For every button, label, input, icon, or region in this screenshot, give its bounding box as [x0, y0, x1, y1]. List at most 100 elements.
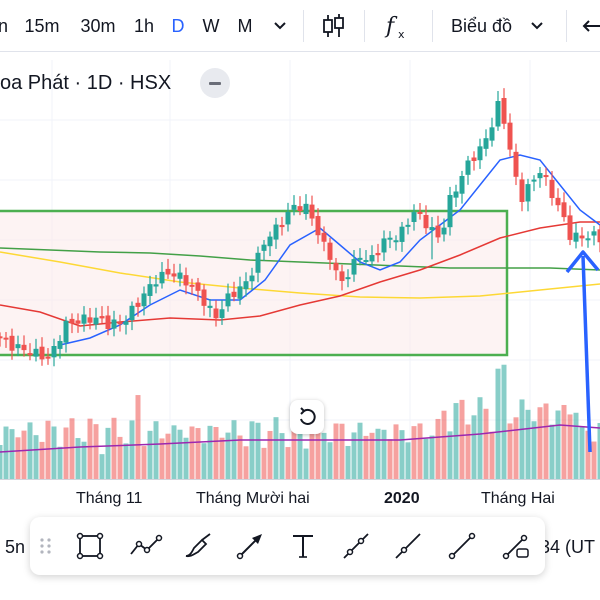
candlestick	[27, 343, 33, 361]
candlestick	[309, 195, 315, 226]
volume-bar	[297, 421, 303, 479]
price-chart[interactable]	[0, 52, 600, 479]
candlestick	[471, 151, 477, 171]
drag-handle-icon[interactable]	[36, 530, 56, 562]
candlestick	[537, 166, 543, 188]
candlestick	[153, 275, 159, 294]
interval-5m[interactable]: n	[0, 16, 8, 36]
candlestick	[489, 117, 495, 147]
volume-bar	[483, 408, 489, 479]
volume-bar	[15, 437, 21, 479]
volume-bar	[315, 418, 321, 479]
candlestick	[171, 263, 177, 283]
volume-bar	[597, 423, 600, 479]
bottom-left-label[interactable]: 5n	[5, 537, 26, 557]
candlestick	[549, 171, 555, 206]
candlestick	[195, 277, 201, 301]
ray-icon[interactable]	[340, 530, 372, 562]
volume-bar	[255, 422, 261, 479]
candlestick	[501, 88, 507, 130]
candlestick	[243, 272, 249, 297]
volume-bar	[399, 430, 405, 479]
arrow-tool-icon[interactable]	[234, 530, 266, 562]
volume-bar	[417, 423, 423, 479]
moving-average-mid	[0, 221, 600, 327]
drawing-toolbar	[30, 517, 545, 575]
extended-line-icon[interactable]	[392, 530, 424, 562]
brush-icon[interactable]	[182, 530, 214, 562]
candlestick	[441, 218, 447, 242]
text-icon[interactable]	[287, 530, 319, 562]
chevron-down-icon[interactable]	[265, 11, 295, 41]
candlestick	[405, 218, 411, 235]
volume-bar	[555, 410, 561, 479]
candlestick	[411, 204, 417, 231]
volume-bar	[513, 417, 519, 479]
volume-bar	[231, 420, 237, 479]
candlestick	[51, 338, 57, 367]
volume-bar	[225, 432, 231, 479]
candlestick	[561, 192, 567, 222]
interval-1mo[interactable]: M	[237, 16, 253, 36]
arrow-left-icon[interactable]	[578, 11, 600, 41]
volume-bar	[213, 427, 219, 479]
volume-bar	[243, 446, 249, 479]
symbol-legend-title[interactable]: oa Phát · 1D · HSX	[0, 72, 172, 94]
volume-bar	[33, 435, 39, 479]
interval-30m[interactable]: 30m	[80, 16, 116, 36]
volume-bar	[459, 399, 465, 479]
candlestick	[279, 216, 285, 236]
candlestick	[33, 338, 39, 362]
path-icon[interactable]	[128, 530, 164, 562]
volume-bar	[303, 448, 309, 479]
volume-bar	[153, 421, 159, 479]
candlestick	[165, 258, 171, 279]
volume-bar	[3, 426, 9, 479]
volume-bar	[411, 426, 417, 479]
fx-icon[interactable]: f x	[382, 11, 412, 41]
interval-1h[interactable]: 1h	[133, 16, 155, 36]
candlestick-icon[interactable]	[318, 11, 348, 41]
volume-bar	[345, 445, 351, 479]
interval-15m[interactable]: 15m	[24, 16, 60, 36]
candlestick	[513, 143, 519, 186]
trend-line-icon[interactable]	[446, 530, 478, 562]
time-axis[interactable]: Tháng 11 Tháng Mười hai 2020 Tháng Hai	[0, 479, 600, 515]
candlestick	[315, 208, 321, 244]
time-axis-label: Tháng Mười hai	[196, 490, 310, 507]
candlestick	[363, 250, 369, 265]
volume-bar	[9, 429, 15, 479]
volume-bar	[201, 443, 207, 479]
chevron-down-icon[interactable]	[522, 11, 552, 41]
arrow-drawing[interactable]	[565, 250, 600, 453]
candlestick	[267, 231, 273, 257]
timezone-label[interactable]: 34 (UT	[540, 537, 596, 557]
info-line-icon[interactable]	[500, 530, 532, 562]
volume-bar	[453, 403, 459, 479]
candlestick	[327, 237, 333, 270]
volume-bar	[195, 428, 201, 479]
candlestick	[339, 264, 345, 291]
volume-bar	[177, 429, 183, 479]
volume-bar	[471, 415, 477, 479]
reset-chart-button[interactable]	[290, 400, 324, 434]
bottom-panel: 5n 34 (UT	[0, 515, 600, 600]
candlestick	[75, 313, 81, 333]
candlestick	[567, 205, 573, 246]
time-axis-label: 2020	[384, 490, 420, 507]
candlestick	[0, 332, 3, 347]
volume-bar	[591, 441, 597, 479]
volume-bar	[351, 432, 357, 479]
interval-1d[interactable]: D	[171, 16, 185, 36]
volume-bar	[63, 427, 69, 479]
candlestick	[555, 188, 561, 212]
interval-1w[interactable]: W	[202, 16, 220, 36]
chart-type-button[interactable]: Biểu đồ	[451, 16, 513, 36]
toolbar-divider	[303, 10, 304, 42]
candlestick	[285, 202, 291, 232]
minus-icon[interactable]	[200, 68, 230, 98]
volume-bar	[207, 425, 213, 479]
rectangle-icon[interactable]	[74, 530, 106, 562]
candlestick	[519, 172, 525, 212]
svg-text:f: f	[384, 14, 398, 39]
